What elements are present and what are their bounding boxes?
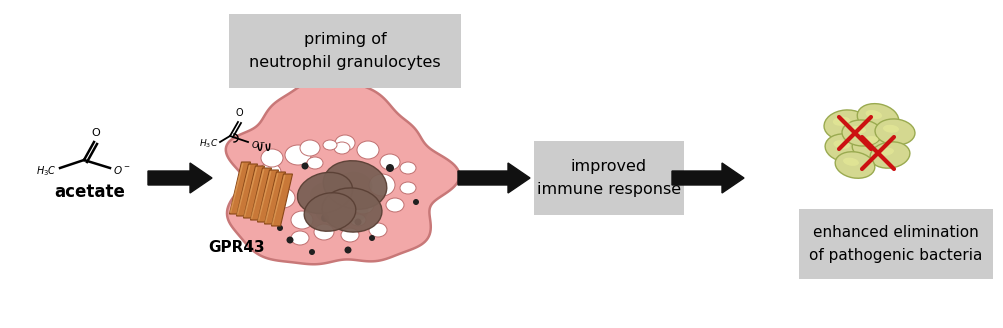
FancyBboxPatch shape xyxy=(534,141,683,215)
Ellipse shape xyxy=(865,110,882,119)
Polygon shape xyxy=(257,170,278,222)
Ellipse shape xyxy=(337,172,372,198)
Polygon shape xyxy=(230,162,251,214)
Polygon shape xyxy=(237,164,257,216)
Circle shape xyxy=(277,225,283,231)
Text: improved
immune response: improved immune response xyxy=(537,159,680,196)
Ellipse shape xyxy=(850,126,866,134)
Ellipse shape xyxy=(335,135,355,151)
Ellipse shape xyxy=(307,157,323,169)
Ellipse shape xyxy=(243,181,261,195)
Circle shape xyxy=(369,235,375,241)
Polygon shape xyxy=(251,168,271,220)
Ellipse shape xyxy=(304,193,355,231)
Circle shape xyxy=(385,164,393,172)
Ellipse shape xyxy=(832,140,850,149)
Ellipse shape xyxy=(832,117,850,126)
Ellipse shape xyxy=(271,188,295,208)
FancyBboxPatch shape xyxy=(798,209,992,279)
Ellipse shape xyxy=(300,140,320,156)
Circle shape xyxy=(265,193,271,199)
FancyArrow shape xyxy=(147,163,212,193)
Circle shape xyxy=(301,162,308,170)
Text: $O^-$: $O^-$ xyxy=(251,138,267,150)
Ellipse shape xyxy=(323,161,386,209)
Ellipse shape xyxy=(285,145,311,165)
Circle shape xyxy=(309,249,315,255)
Ellipse shape xyxy=(843,158,858,166)
Text: $O^-$: $O^-$ xyxy=(113,164,130,176)
Ellipse shape xyxy=(334,142,350,154)
Text: O: O xyxy=(91,128,100,138)
Polygon shape xyxy=(226,76,459,264)
Ellipse shape xyxy=(256,201,274,215)
Circle shape xyxy=(354,218,361,226)
Ellipse shape xyxy=(297,173,352,214)
Ellipse shape xyxy=(291,211,313,229)
Circle shape xyxy=(321,214,329,222)
Ellipse shape xyxy=(291,231,309,245)
Ellipse shape xyxy=(870,142,909,168)
Ellipse shape xyxy=(259,163,281,181)
Ellipse shape xyxy=(335,198,368,222)
Ellipse shape xyxy=(834,152,874,178)
Text: priming of
neutrophil granulocytes: priming of neutrophil granulocytes xyxy=(249,32,440,70)
Circle shape xyxy=(344,247,351,254)
FancyArrow shape xyxy=(671,163,743,193)
Ellipse shape xyxy=(878,148,893,156)
Text: acetate: acetate xyxy=(54,183,125,201)
Text: enhanced elimination
of pathogenic bacteria: enhanced elimination of pathogenic bacte… xyxy=(808,225,982,263)
Ellipse shape xyxy=(341,228,359,242)
Circle shape xyxy=(286,236,293,243)
Ellipse shape xyxy=(883,125,898,133)
Text: $H_3C$: $H_3C$ xyxy=(199,138,218,150)
Ellipse shape xyxy=(322,188,381,232)
Text: $H_3C$: $H_3C$ xyxy=(36,164,57,178)
Ellipse shape xyxy=(316,201,344,223)
Ellipse shape xyxy=(852,130,895,158)
Polygon shape xyxy=(264,172,285,224)
Circle shape xyxy=(412,199,418,205)
Text: GPR43: GPR43 xyxy=(209,240,265,256)
Ellipse shape xyxy=(261,149,283,167)
Ellipse shape xyxy=(369,174,394,196)
FancyBboxPatch shape xyxy=(229,14,460,88)
Ellipse shape xyxy=(823,110,867,140)
Ellipse shape xyxy=(323,140,337,150)
Ellipse shape xyxy=(350,214,366,226)
Ellipse shape xyxy=(399,182,415,194)
FancyArrow shape xyxy=(457,163,530,193)
Ellipse shape xyxy=(357,141,378,159)
Polygon shape xyxy=(244,166,264,218)
Ellipse shape xyxy=(857,104,898,133)
Text: O: O xyxy=(235,108,243,118)
Ellipse shape xyxy=(314,224,334,240)
Ellipse shape xyxy=(875,119,914,145)
Ellipse shape xyxy=(369,223,386,237)
Polygon shape xyxy=(271,174,292,226)
Ellipse shape xyxy=(385,198,403,212)
Ellipse shape xyxy=(379,154,399,170)
Ellipse shape xyxy=(842,120,881,146)
Ellipse shape xyxy=(824,134,866,162)
Ellipse shape xyxy=(310,182,340,204)
Ellipse shape xyxy=(352,196,374,214)
Ellipse shape xyxy=(860,136,878,145)
Ellipse shape xyxy=(399,162,415,174)
